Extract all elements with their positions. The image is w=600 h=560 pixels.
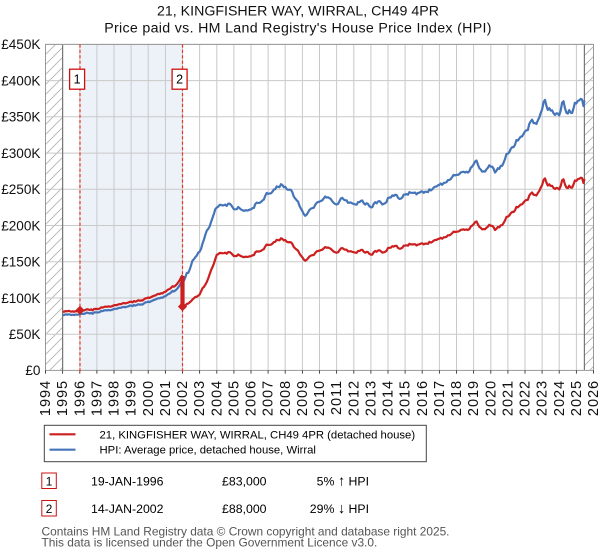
svg-text:2: 2 [176, 73, 183, 87]
svg-text:2016: 2016 [415, 380, 431, 416]
svg-text:2005: 2005 [227, 380, 243, 416]
svg-text:2004: 2004 [209, 380, 225, 416]
svg-text:1997: 1997 [90, 380, 106, 416]
svg-text:This data is licensed under th: This data is licensed under the Open Gov… [42, 536, 378, 550]
svg-text:2007: 2007 [261, 380, 277, 416]
svg-text:2015: 2015 [398, 380, 414, 416]
svg-text:2013: 2013 [364, 380, 380, 416]
svg-text:£88,000: £88,000 [222, 502, 267, 516]
svg-text:2012: 2012 [346, 380, 362, 416]
svg-text:2022: 2022 [518, 380, 534, 416]
svg-text:2018: 2018 [449, 380, 465, 416]
svg-text:2014: 2014 [381, 380, 397, 416]
svg-text:1: 1 [46, 475, 53, 489]
svg-text:2017: 2017 [432, 380, 448, 416]
svg-text:£150K: £150K [1, 255, 40, 270]
svg-text:2003: 2003 [192, 380, 208, 416]
svg-text:1999: 1999 [124, 380, 140, 416]
svg-text:2011: 2011 [329, 380, 345, 415]
svg-text:Price paid vs. HM Land Registr: Price paid vs. HM Land Registry's House … [104, 20, 492, 36]
svg-text:£250K: £250K [1, 182, 40, 197]
svg-text:2010: 2010 [312, 380, 328, 416]
svg-text:£50K: £50K [9, 327, 41, 342]
svg-text:21, KINGFISHER WAY, WIRRAL, CH: 21, KINGFISHER WAY, WIRRAL, CH49 4PR [157, 4, 439, 20]
svg-text:2019: 2019 [466, 380, 482, 416]
svg-text:2025: 2025 [569, 380, 585, 416]
svg-text:2006: 2006 [244, 380, 260, 416]
svg-text:2001: 2001 [158, 380, 174, 416]
svg-text:1995: 1995 [55, 380, 71, 416]
svg-text:£400K: £400K [1, 73, 40, 88]
svg-text:2020: 2020 [483, 380, 499, 416]
svg-text:£300K: £300K [1, 146, 40, 161]
svg-text:2008: 2008 [278, 380, 294, 416]
svg-text:5% ↑ HPI: 5% ↑ HPI [317, 474, 369, 490]
svg-text:2000: 2000 [141, 380, 157, 416]
svg-text:£350K: £350K [1, 110, 40, 125]
svg-text:21, KINGFISHER WAY, WIRRAL, CH: 21, KINGFISHER WAY, WIRRAL, CH49 4PR (de… [100, 429, 416, 441]
svg-text:HPI: Average price, detached h: HPI: Average price, detached house, Wirr… [100, 445, 316, 457]
svg-text:2002: 2002 [175, 380, 191, 416]
svg-text:£100K: £100K [1, 291, 40, 306]
svg-text:2021: 2021 [501, 380, 517, 416]
svg-text:£83,000: £83,000 [222, 475, 267, 489]
svg-text:2023: 2023 [535, 380, 551, 416]
svg-text:Contains HM Land Registry data: Contains HM Land Registry data © Crown c… [42, 525, 450, 539]
svg-text:2024: 2024 [552, 380, 568, 416]
svg-text:2026: 2026 [586, 380, 600, 416]
svg-text:14-JAN-2002: 14-JAN-2002 [91, 502, 164, 516]
svg-text:2: 2 [46, 502, 53, 516]
svg-text:1994: 1994 [38, 380, 54, 416]
svg-text:£0: £0 [25, 363, 41, 378]
svg-text:1: 1 [74, 73, 81, 87]
svg-text:£200K: £200K [1, 218, 40, 233]
svg-text:19-JAN-1996: 19-JAN-1996 [91, 475, 164, 489]
svg-text:1998: 1998 [107, 380, 123, 416]
svg-text:29% ↓ HPI: 29% ↓ HPI [310, 501, 369, 517]
svg-text:£450K: £450K [1, 37, 40, 52]
svg-text:2009: 2009 [295, 380, 311, 416]
svg-text:1996: 1996 [72, 380, 88, 416]
